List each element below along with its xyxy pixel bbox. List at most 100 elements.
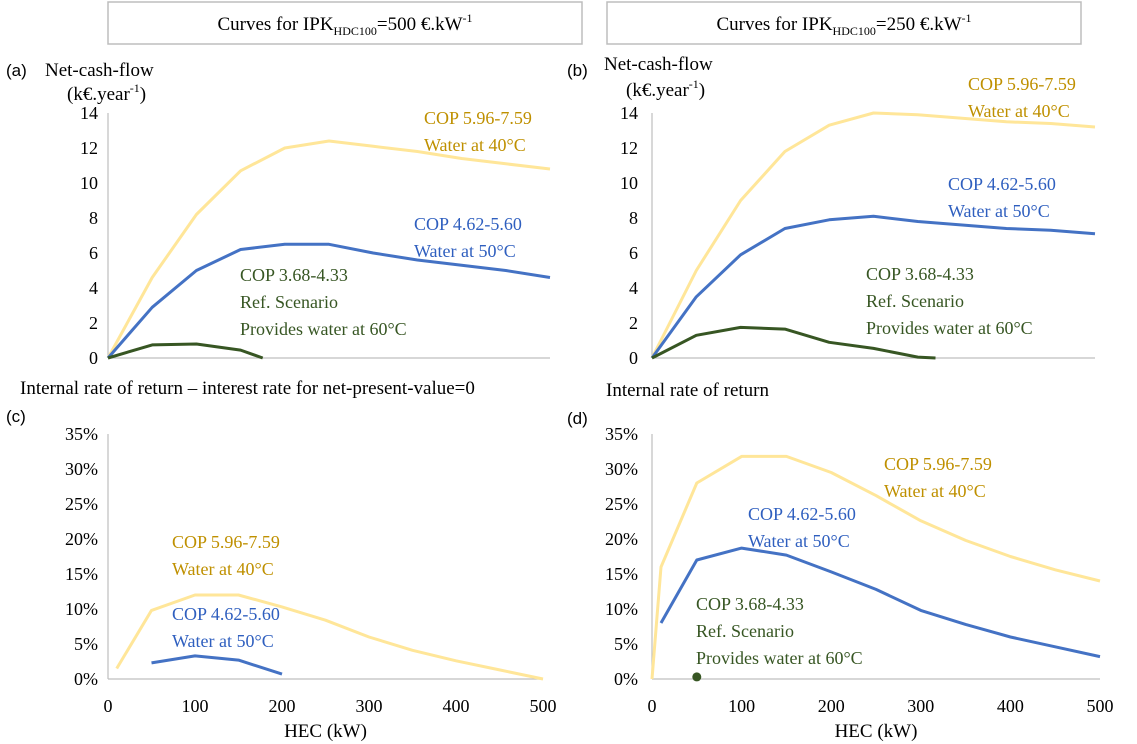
annotation-label: COP 3.68-4.33 <box>240 265 348 285</box>
annotation-label: COP 5.96-7.59 <box>884 454 992 474</box>
header-left-text: Curves for IPKHDC100=500 €.kW-1 <box>217 11 472 38</box>
y-tick-label: 5% <box>614 634 638 654</box>
x-tick-label: 100 <box>182 696 209 716</box>
y-tick-label: 14 <box>620 103 638 123</box>
y-tick-label: 12 <box>620 138 638 158</box>
y-tick-label: 8 <box>629 208 638 228</box>
series-line <box>650 214 1096 359</box>
annotation-label: COP 4.62-5.60 <box>748 504 856 524</box>
series-point <box>692 672 702 682</box>
annotation-label: Water at 50°C <box>948 201 1050 221</box>
annotation-label: COP 4.62-5.60 <box>172 604 280 624</box>
panel-d: 0% 5% 10% 15% 20% 25% 30% 35% 0 100 200 300 400 500 HE… <box>605 424 1114 742</box>
series-line <box>106 139 551 359</box>
y-tick-label: 10 <box>620 173 638 193</box>
y-tick-label: 15% <box>605 564 638 584</box>
y-tick-label: 5% <box>74 634 98 654</box>
y-tick-label: 0% <box>614 669 638 689</box>
x-tick-label: 100 <box>728 696 755 716</box>
x-tick-label: 400 <box>997 696 1024 716</box>
x-tick-label: 200 <box>269 696 296 716</box>
ylabel-d: Internal rate of return <box>606 380 769 401</box>
annotation-label: COP 4.62-5.60 <box>414 214 522 234</box>
annotation-label: COP 5.96-7.59 <box>424 108 532 128</box>
header-right-text: Curves for IPKHDC100=250 €.kW-1 <box>716 11 971 38</box>
ylabel-c: Internal rate of return – interest rate … <box>20 378 475 399</box>
y-tick-label: 25% <box>605 494 638 514</box>
ylabel-b-unit: (k€.year-1) <box>626 77 705 101</box>
panel-a: 0 2 4 6 8 10 12 14 COP 5.96-7.59 Water at 40°C COP… <box>80 103 551 368</box>
y-tick-label: 6 <box>629 243 638 263</box>
series-line <box>650 454 1101 680</box>
annotation-label: COP 3.68-4.33 <box>866 264 974 284</box>
series-line <box>115 593 544 681</box>
header-left: Curves for IPKHDC100=500 €.kW-1 <box>107 1 583 45</box>
y-tick-label: 10 <box>80 173 98 193</box>
panel-letter-c: (c) <box>6 407 26 426</box>
y-tick-label: 2 <box>629 313 638 333</box>
ylabel-b: Net-cash-flow <box>604 54 713 75</box>
y-tick-label: 20% <box>605 529 638 549</box>
series-line <box>659 546 1101 659</box>
x-tick-label: 0 <box>648 696 657 716</box>
y-tick-label: 35% <box>65 424 98 444</box>
panel-b: 0 2 4 6 8 10 12 14 COP 5.96-7.59 Water at 40°C COP… <box>620 74 1096 368</box>
x-axis-label: HEC (kW) <box>284 721 367 742</box>
y-tick-label: 10% <box>605 599 638 619</box>
panel-letter-a: (a) <box>6 61 27 80</box>
x-tick-label: 0 <box>104 696 113 716</box>
annotation-label: Ref. Scenario <box>696 621 794 641</box>
annotation-label: Water at 40°C <box>424 135 526 155</box>
y-tick-label: 8 <box>89 208 98 228</box>
ylabel-a-unit: (k€.year-1) <box>67 81 146 105</box>
y-tick-label: 14 <box>80 103 98 123</box>
annotation-label: COP 3.68-4.33 <box>696 594 804 614</box>
y-tick-label: 10% <box>65 599 98 619</box>
y-tick-label: 2 <box>89 313 98 333</box>
y-tick-label: 6 <box>89 243 98 263</box>
ylabel-a: Net-cash-flow <box>45 60 154 81</box>
y-tick-label: 30% <box>605 459 638 479</box>
annotation-label: Provides water at 60°C <box>866 318 1033 338</box>
x-tick-label: 500 <box>1087 696 1114 716</box>
x-tick-label: 200 <box>818 696 845 716</box>
x-tick-label: 300 <box>356 696 383 716</box>
series-line <box>151 654 283 676</box>
y-tick-label: 0% <box>74 669 98 689</box>
y-tick-label: 4 <box>89 278 98 298</box>
y-tick-label: 4 <box>629 278 638 298</box>
y-tick-label: 35% <box>605 424 638 444</box>
x-tick-label: 300 <box>907 696 934 716</box>
x-tick-label: 400 <box>443 696 470 716</box>
panel-letter-b: (b) <box>567 61 588 80</box>
annotation-label: Water at 50°C <box>172 631 274 651</box>
series-line <box>106 242 551 359</box>
annotation-label: Ref. Scenario <box>240 292 338 312</box>
annotation-label: Water at 40°C <box>884 481 986 501</box>
series-line <box>650 111 1096 359</box>
y-tick-label: 0 <box>629 348 638 368</box>
annotation-label: COP 5.96-7.59 <box>172 532 280 552</box>
series-line <box>107 342 264 360</box>
annotation-label: COP 4.62-5.60 <box>948 174 1056 194</box>
annotation-label: Water at 40°C <box>172 559 274 579</box>
y-tick-label: 25% <box>65 494 98 514</box>
y-tick-label: 0 <box>89 348 98 368</box>
x-tick-label: 500 <box>530 696 557 716</box>
annotation-label: Water at 50°C <box>414 241 516 261</box>
y-tick-label: 12 <box>80 138 98 158</box>
header-right: Curves for IPKHDC100=250 €.kW-1 <box>606 1 1082 45</box>
annotation-label: Water at 40°C <box>968 101 1070 121</box>
series-line <box>651 325 936 360</box>
annotation-label: Provides water at 60°C <box>240 319 407 339</box>
annotation-label: Ref. Scenario <box>866 291 964 311</box>
y-tick-label: 15% <box>65 564 98 584</box>
panel-c: 0% 5% 10% 15% 20% 25% 30% 35% 0 100 200 300 400 500 HE… <box>65 424 557 742</box>
x-axis-label: HEC (kW) <box>835 721 918 742</box>
y-tick-label: 20% <box>65 529 98 549</box>
panel-letter-d: (d) <box>567 409 588 428</box>
annotation-label: Provides water at 60°C <box>696 648 863 668</box>
y-tick-label: 30% <box>65 459 98 479</box>
annotation-label: COP 5.96-7.59 <box>968 74 1076 94</box>
